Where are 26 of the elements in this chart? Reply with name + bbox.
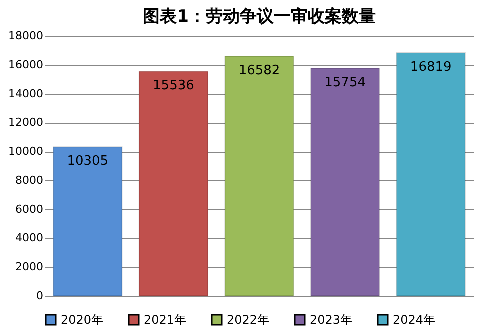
y-tick-label: 12000: [8, 116, 44, 130]
bar: [396, 52, 466, 296]
chart-title: 图表1：劳动争议一审收案数量: [143, 6, 376, 27]
y-tick-label: 14000: [8, 87, 44, 100]
y-tick-label: 0: [36, 290, 44, 302]
y-tick-label: 4000: [16, 232, 44, 245]
y-tick-label: 16000: [8, 58, 44, 72]
y-tick-label: 10000: [8, 145, 44, 158]
data-label: 10305: [67, 154, 109, 170]
bar: [53, 146, 123, 296]
data-label: 15754: [324, 75, 366, 90]
data-label: 15536: [153, 78, 194, 94]
bar: [310, 68, 380, 296]
legend-label: 2022年: [227, 313, 270, 327]
data-label: 16582: [238, 63, 280, 78]
data-label: 16819: [410, 60, 452, 76]
y-tick-label: 18000: [8, 30, 44, 42]
y-tick-label: 6000: [16, 202, 44, 216]
legend-label: 2020年: [61, 313, 104, 327]
y-tick-label: 2000: [16, 260, 44, 274]
legend-label: 2024年: [393, 313, 436, 327]
y-tick-label: 8000: [16, 174, 44, 187]
bar: [224, 56, 294, 296]
legend-label: 2023年: [310, 313, 353, 327]
bar: [138, 71, 209, 296]
legend-label: 2021年: [144, 313, 187, 327]
